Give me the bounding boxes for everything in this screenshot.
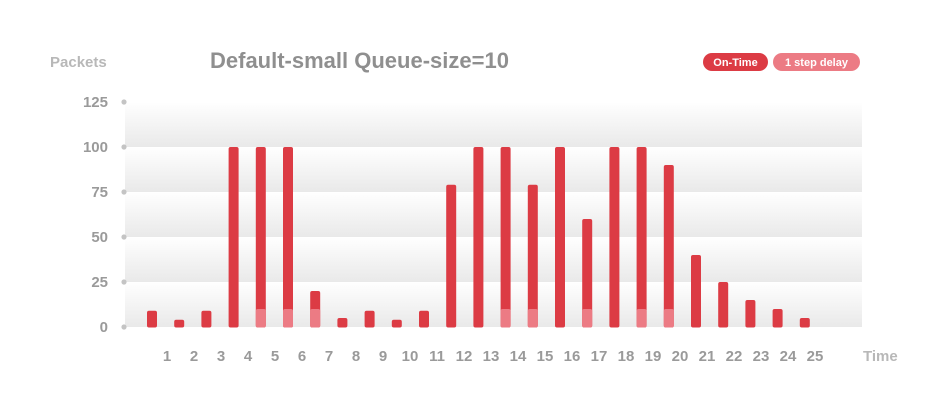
chart-title: Default-small Queue-size=10 bbox=[210, 48, 509, 73]
x-tick-label: 5 bbox=[271, 348, 279, 365]
x-tick-label: 22 bbox=[726, 348, 743, 365]
y-axis: 0 25 50 75 100 125 bbox=[83, 94, 127, 336]
x-tick-label: 18 bbox=[618, 348, 635, 365]
legend-label-on-time: On-Time bbox=[713, 57, 757, 69]
bar-on-time bbox=[745, 300, 756, 328]
bar-1-step-delay bbox=[582, 309, 593, 328]
grid-band bbox=[125, 237, 862, 282]
bar-on-time bbox=[337, 318, 348, 328]
y-tick-label: 100 bbox=[83, 139, 108, 156]
x-tick-label: 23 bbox=[753, 348, 770, 365]
bar-on-time bbox=[663, 165, 674, 328]
y-tick-label: 0 bbox=[100, 319, 108, 336]
y-tick-dot bbox=[121, 234, 127, 240]
x-tick-label: 11 bbox=[429, 348, 445, 365]
bar-on-time bbox=[799, 318, 810, 328]
y-tick-dot bbox=[121, 189, 127, 195]
x-tick-label: 4 bbox=[244, 348, 253, 365]
x-axis: 1 2 3 4 5 6 7 8 9 10 11 12 13 14 15 16 17 18 19 20 21 22 23 24 2… bbox=[163, 348, 824, 365]
bar-on-time bbox=[691, 255, 701, 328]
x-tick-label: 17 bbox=[591, 348, 608, 365]
legend: On-Time 1 step delay bbox=[703, 53, 860, 71]
grid-band bbox=[125, 102, 862, 147]
bar-1-step-delay bbox=[500, 309, 511, 328]
bar-on-time bbox=[772, 309, 783, 328]
y-tick-dot bbox=[121, 144, 127, 150]
legend-swatch-on-time bbox=[703, 53, 768, 71]
x-tick-label: 21 bbox=[699, 348, 716, 365]
bar-on-time bbox=[473, 147, 484, 328]
bar-1-step-delay bbox=[663, 309, 674, 328]
grid-bands bbox=[125, 101, 862, 327]
bar-on-time bbox=[174, 319, 185, 328]
y-axis-label: Packets bbox=[50, 54, 107, 71]
x-tick-label: 7 bbox=[325, 348, 333, 365]
grid-band bbox=[125, 192, 862, 237]
bar-on-time bbox=[364, 310, 375, 328]
x-tick-label: 10 bbox=[402, 348, 419, 365]
x-tick-label: 20 bbox=[672, 348, 689, 365]
y-tick-dot bbox=[121, 324, 127, 330]
x-tick-label: 19 bbox=[645, 348, 662, 365]
x-tick-label: 9 bbox=[379, 348, 387, 365]
y-tick-label: 125 bbox=[83, 94, 108, 111]
bar-on-time bbox=[609, 147, 620, 328]
bar-1-step-delay bbox=[255, 309, 266, 328]
bar-on-time bbox=[446, 184, 457, 328]
x-tick-label: 12 bbox=[456, 348, 473, 365]
bar-on-time bbox=[718, 282, 729, 328]
x-tick-label: 25 bbox=[807, 348, 824, 365]
bar-on-time bbox=[228, 147, 239, 328]
bar-on-time bbox=[419, 310, 429, 328]
bar-on-time bbox=[283, 147, 293, 328]
bar-1-step-delay bbox=[283, 309, 293, 328]
y-tick-label: 75 bbox=[91, 184, 108, 201]
x-tick-label: 8 bbox=[352, 348, 360, 365]
bar-on-time bbox=[500, 147, 511, 328]
bar-on-time bbox=[636, 147, 647, 328]
x-tick-label: 24 bbox=[780, 348, 797, 365]
grid-band bbox=[125, 282, 862, 327]
x-tick-label: 14 bbox=[510, 348, 527, 365]
x-tick-label: 15 bbox=[537, 348, 554, 365]
y-tick-label: 25 bbox=[91, 274, 108, 291]
bar-on-time bbox=[582, 219, 593, 328]
x-tick-label: 16 bbox=[564, 348, 581, 365]
bar-1-step-delay bbox=[527, 309, 538, 328]
bar-on-time bbox=[555, 147, 565, 328]
x-tick-label: 3 bbox=[217, 348, 225, 365]
bar-on-time bbox=[255, 147, 266, 328]
legend-label-1-step-delay: 1 step delay bbox=[785, 57, 849, 69]
grid-band bbox=[125, 147, 862, 192]
y-tick-dot bbox=[121, 279, 127, 285]
bar-1-step-delay bbox=[310, 309, 321, 328]
x-tick-label: 1 bbox=[163, 348, 171, 365]
bars bbox=[147, 147, 810, 328]
bar-on-time bbox=[201, 310, 212, 328]
x-tick-label: 13 bbox=[483, 348, 500, 365]
y-tick-label: 50 bbox=[91, 229, 108, 246]
bar-1-step-delay bbox=[636, 309, 647, 328]
bar-on-time bbox=[391, 319, 402, 328]
y-tick-dot bbox=[121, 99, 127, 105]
x-tick-label: 6 bbox=[298, 348, 306, 365]
legend-swatch-1-step-delay bbox=[773, 53, 860, 71]
bar-on-time bbox=[527, 184, 538, 328]
x-tick-label: 2 bbox=[190, 348, 198, 365]
x-axis-label: Time bbox=[863, 348, 898, 365]
bar-on-time bbox=[147, 310, 157, 328]
